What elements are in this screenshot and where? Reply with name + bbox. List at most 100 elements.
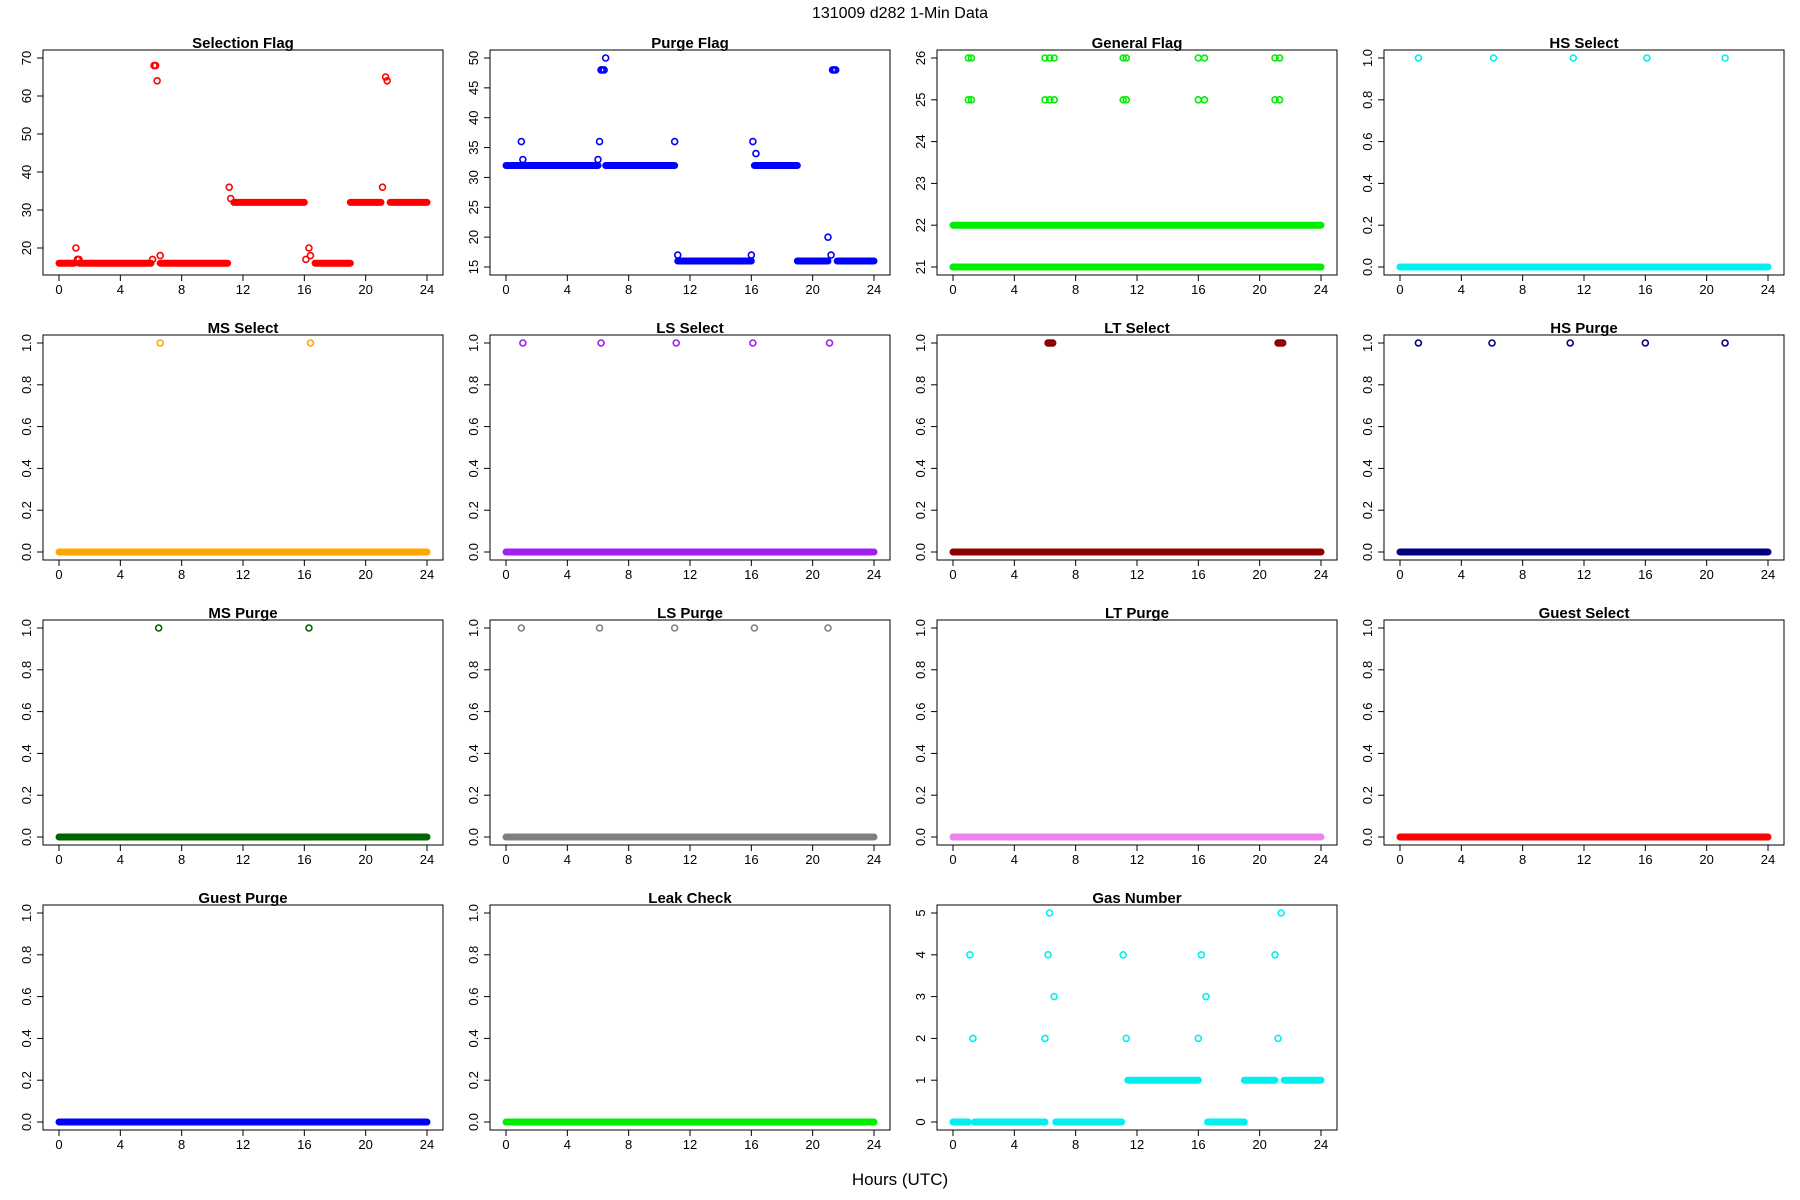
hs-purge-ytick-label: 0.8 <box>1360 376 1375 394</box>
lt-select-xtick-label: 20 <box>1252 567 1266 582</box>
general-flag-point-19 <box>1275 54 1284 62</box>
ms-purge-ytick-label: 0.6 <box>19 703 34 721</box>
gas-number-x-axis: 0 4 8 12 16 20 24 <box>949 1129 1328 1152</box>
hs-purge-xtick-label: 12 <box>1577 567 1591 582</box>
purge-flag-xtick-label: 20 <box>805 282 819 297</box>
hs-select-ytick-label: 1.0 <box>1360 49 1375 67</box>
guest-select-ytick-label: 0.0 <box>1360 828 1375 846</box>
general-flag-point-4 <box>1041 54 1049 62</box>
ms-select-ytick-label: 1.0 <box>19 334 34 352</box>
figure-title: 131009 d282 1-Min Data <box>812 5 988 22</box>
hs-select-panel: HS Select 0 4 8 12 16 20 24 0.0 0.2 0.4 0.6 0.8 1.0 <box>1360 35 1785 297</box>
ms-select-xtick-label: 8 <box>178 567 185 582</box>
ls-select-point-3 <box>749 339 757 347</box>
gas-number-xtick-label: 16 <box>1191 1137 1205 1152</box>
hs-select-xtick-label: 8 <box>1519 282 1526 297</box>
ls-purge-y-axis: 0.0 0.2 0.4 0.6 0.8 1.0 <box>466 619 491 846</box>
general-flag-xtick-label: 20 <box>1252 282 1266 297</box>
general-flag-point-2 <box>964 96 973 104</box>
ms-purge-xtick-label: 16 <box>297 852 311 867</box>
general-flag-ytick-label: 23 <box>913 176 928 190</box>
ls-select-ytick-label: 0.8 <box>466 376 481 394</box>
guest-purge-y-axis: 0.0 0.2 0.4 0.6 0.8 1.0 <box>19 904 44 1131</box>
general-flag-panel: General Flag 0 4 8 12 16 20 24 21 22 23 24 25 26 <box>913 35 1338 297</box>
selection-flag-xtick-label: 4 <box>117 282 124 297</box>
lt-select-y-axis: 0.0 0.2 0.4 0.6 0.8 1.0 <box>913 334 938 561</box>
leak-check-ytick-label: 0.6 <box>466 988 481 1006</box>
selection-flag-panel: Selection Flag 0 4 8 12 16 20 24 20 30 40 50 60 70 <box>19 35 444 297</box>
general-flag-title: General Flag <box>1092 35 1183 52</box>
ls-select-xtick-label: 8 <box>625 567 632 582</box>
general-flag-point-12 <box>1119 96 1127 104</box>
guest-purge-ytick-label: 0.0 <box>19 1113 34 1131</box>
general-flag-point-13 <box>1122 96 1131 104</box>
guest-select-xtick-label: 12 <box>1577 852 1591 867</box>
general-flag-point-3 <box>967 96 976 104</box>
hs-select-ytick-label: 0.2 <box>1360 216 1375 234</box>
selection-flag-point-8 <box>226 194 235 203</box>
purge-flag-point-8 <box>670 137 679 146</box>
lt-select-ytick-label: 1.0 <box>913 334 928 352</box>
ms-purge-y-axis: 0.0 0.2 0.4 0.6 0.8 1.0 <box>19 619 44 846</box>
purge-flag-title: Purge Flag <box>651 35 729 52</box>
hs-purge-point-1 <box>1488 339 1496 347</box>
purge-flag-y-axis: 15 20 25 30 35 40 45 50 <box>466 51 491 274</box>
guest-select-ytick-label: 0.2 <box>1360 786 1375 804</box>
ms-purge-xtick-label: 12 <box>236 852 250 867</box>
purge-flag-point-1 <box>519 155 527 164</box>
selection-flag-point-9 <box>302 255 310 264</box>
purge-flag-point-3 <box>594 155 602 164</box>
guest-purge-ytick-label: 0.6 <box>19 988 34 1006</box>
purge-flag-ytick-label: 35 <box>466 140 481 154</box>
ls-select-title: LS Select <box>656 320 724 337</box>
purge-flag-point-2 <box>595 137 604 146</box>
selection-flag-ytick-label: 30 <box>19 203 34 217</box>
purge-flag-point-13 <box>824 233 832 241</box>
ls-purge-series <box>502 624 878 841</box>
ms-purge-point-1 <box>305 624 313 632</box>
hs-select-ytick-label: 0.4 <box>1360 174 1375 192</box>
hs-select-point-0 <box>1414 54 1423 62</box>
hs-purge-ytick-label: 0.0 <box>1360 543 1375 561</box>
general-flag-point-8 <box>1045 96 1054 104</box>
lt-select-plot-box <box>936 334 1338 561</box>
gas-number-xtick-label: 0 <box>949 1137 956 1152</box>
ls-select-xtick-label: 4 <box>564 567 571 582</box>
purge-flag-ytick-label: 20 <box>466 230 481 244</box>
ms-purge-title: MS Purge <box>208 605 277 622</box>
purge-flag-point-9 <box>673 251 682 259</box>
ls-select-panel: LS Select 0 4 8 12 16 20 24 0.0 0.2 0.4 0.6 0.8 1.0 <box>466 320 891 582</box>
hs-select-y-axis: 0.0 0.2 0.4 0.6 0.8 1.0 <box>1360 49 1385 276</box>
gas-number-ytick-label: 2 <box>913 1035 928 1042</box>
guest-select-title: Guest Select <box>1539 605 1630 622</box>
gas-number-point-6 <box>1119 950 1127 959</box>
general-flag-xtick-label: 4 <box>1011 282 1018 297</box>
selection-flag-ytick-label: 60 <box>19 89 34 103</box>
gas-number-ytick-label: 4 <box>913 951 928 958</box>
general-flag-ytick-label: 21 <box>913 260 928 274</box>
figure-xlabel: Hours (UTC) <box>852 1170 948 1189</box>
ms-purge-ytick-label: 0.2 <box>19 786 34 804</box>
selection-flag-xtick-label: 0 <box>55 282 62 297</box>
leak-check-xtick-label: 4 <box>564 1137 571 1152</box>
ls-select-ytick-label: 0.4 <box>466 459 481 477</box>
purge-flag-x-axis: 0 4 8 12 16 20 24 <box>502 274 881 297</box>
guest-select-xtick-label: 4 <box>1458 852 1465 867</box>
general-flag-y-axis: 21 22 23 24 25 26 <box>913 51 938 274</box>
ls-purge-ytick-label: 0.6 <box>466 703 481 721</box>
ls-purge-point-4 <box>824 624 832 632</box>
hs-select-title: HS Select <box>1549 35 1618 52</box>
ms-select-xtick-label: 12 <box>236 567 250 582</box>
lt-purge-x-axis: 0 4 8 12 16 20 24 <box>949 844 1328 867</box>
selection-flag-y-axis: 20 30 40 50 60 70 <box>19 51 44 255</box>
purge-flag-ytick-label: 45 <box>466 81 481 95</box>
leak-check-xtick-label: 24 <box>867 1137 881 1152</box>
general-flag-point-17 <box>1200 96 1209 104</box>
ms-purge-xtick-label: 24 <box>420 852 434 867</box>
purge-flag-xtick-label: 8 <box>625 282 632 297</box>
ms-select-y-axis: 0.0 0.2 0.4 0.6 0.8 1.0 <box>19 334 44 561</box>
purge-flag-ytick-label: 25 <box>466 200 481 214</box>
gas-number-xtick-label: 8 <box>1072 1137 1079 1152</box>
ms-purge-xtick-label: 0 <box>55 852 62 867</box>
hs-purge-xtick-label: 16 <box>1638 567 1652 582</box>
